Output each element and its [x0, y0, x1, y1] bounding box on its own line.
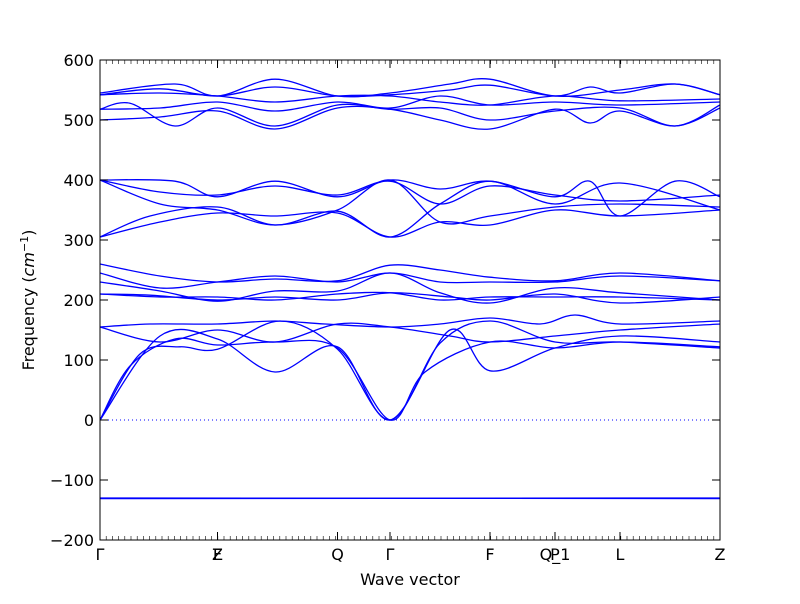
- kpoint-label: Γ: [386, 545, 395, 564]
- band-11: [99, 272, 721, 289]
- kpoint-label: Z: [715, 545, 726, 564]
- band-14: [99, 209, 721, 238]
- y-axis-label-text: Frequency (: [19, 276, 38, 370]
- kpoint-label: F: [213, 545, 222, 564]
- kpoint-label: L: [616, 545, 625, 564]
- band-16: [99, 178, 721, 217]
- y-tick-label: 0: [84, 411, 94, 430]
- band-7: [99, 322, 721, 343]
- band-15: [99, 179, 721, 226]
- y-axis-label-exponent: −1: [18, 236, 31, 252]
- y-tick-label: −100: [50, 471, 94, 490]
- band-2: [99, 497, 721, 500]
- y-tick-label: 600: [63, 51, 94, 70]
- y-tick-label: 300: [63, 231, 94, 250]
- band-lines: [99, 78, 721, 500]
- y-tick-label: 100: [63, 351, 94, 370]
- y-axis-ticks: −200 −100 0 100 200 300 400 500 600: [50, 51, 720, 550]
- kpoint-label: Z: [212, 545, 223, 564]
- band-18: [99, 105, 721, 130]
- y-axis-label: Frequency (cm−1): [18, 230, 39, 371]
- kpoint-label: Q_1: [540, 545, 571, 565]
- x-axis-ticks: Γ FZ Q Γ F PQ_1 L Z: [96, 60, 726, 565]
- y-tick-label: 400: [63, 171, 94, 190]
- minor-x-ticks: [99, 60, 715, 540]
- y-axis-label-close: ): [19, 230, 38, 236]
- y-tick-label: 200: [63, 291, 94, 310]
- band-17: [99, 179, 721, 205]
- band-6: [99, 314, 721, 328]
- band-19: [99, 101, 721, 127]
- kpoint-label: F: [485, 545, 494, 564]
- kpoint-label: Q: [331, 545, 344, 564]
- y-tick-label: 500: [63, 111, 94, 130]
- band-23: [99, 78, 721, 98]
- x-axis-label: Wave vector: [360, 570, 460, 589]
- y-axis-label-unit: cm: [19, 252, 38, 276]
- y-tick-label: −200: [50, 531, 94, 550]
- band-12: [99, 263, 721, 283]
- band-20: [99, 95, 721, 112]
- kpoint-label: Γ: [96, 545, 105, 564]
- band-5: [99, 328, 721, 421]
- kpoint-label: P: [550, 545, 560, 564]
- plot-frame: [99, 59, 721, 541]
- band-10: [99, 272, 721, 304]
- band-9: [99, 291, 721, 301]
- band-3: [99, 337, 721, 421]
